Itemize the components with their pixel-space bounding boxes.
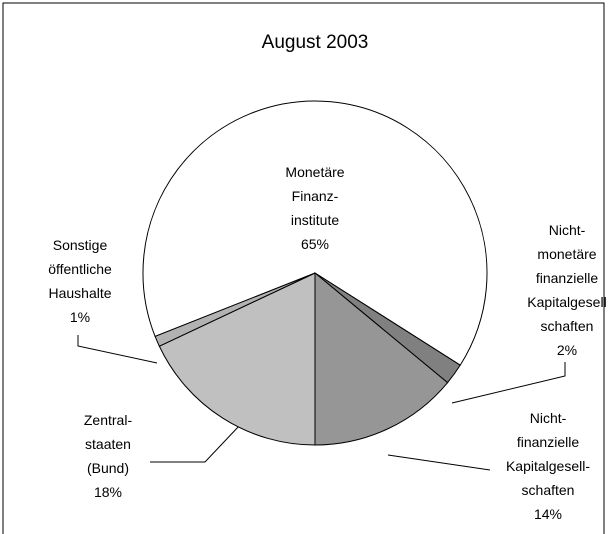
value-label: 18%	[93, 484, 123, 500]
leader-line	[451, 362, 566, 404]
category-label: Nicht- monetäre finanzielle Kapitalgesel…	[527, 222, 607, 334]
category-label: Zentral- staaten (Bund)	[83, 412, 133, 476]
pie-slice	[142, 100, 488, 366]
pie-slice	[158, 272, 316, 446]
slice-label: Zentral- staaten (Bund) 18%	[38, 408, 178, 504]
category-label: Nicht- finanzielle Kapitalgesell- schaft…	[505, 410, 591, 498]
slice-label: Sonstige öffentliche Haushalte 1%	[10, 233, 150, 329]
slice-label: Monetäre Finanz- institute 65%	[245, 160, 385, 256]
leader-line	[77, 335, 158, 364]
leader-line	[387, 454, 491, 471]
chart-title: August 2003	[261, 32, 369, 53]
value-label: 14%	[533, 506, 563, 522]
value-label: 1%	[69, 309, 91, 325]
value-label: 65%	[300, 236, 330, 252]
category-label: Monetäre Finanz- institute	[285, 164, 345, 228]
category-label: Sonstige öffentliche Haushalte	[48, 237, 112, 301]
slice-label: Nicht- monetäre finanzielle Kapitalgesel…	[497, 218, 608, 362]
leader-line	[150, 424, 241, 463]
value-label: 2%	[556, 342, 578, 358]
pie-slice	[314, 271, 449, 446]
slice-label: Nicht- finanzielle Kapitalgesell- schaft…	[478, 406, 608, 526]
